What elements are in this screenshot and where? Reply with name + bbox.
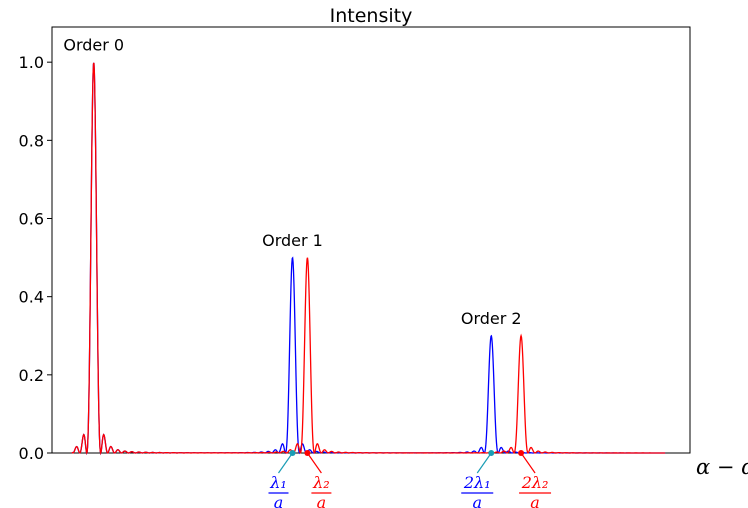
order-label: Order 0 — [63, 35, 124, 54]
fraction-denominator: a — [317, 493, 327, 508]
x-marker-dot — [518, 450, 525, 456]
x-marker-fraction: λ₂a — [311, 473, 332, 508]
annotation-layer: Order 0 Order 1 Order 2 — [63, 35, 521, 328]
plot-area — [51, 26, 691, 454]
fraction-numerator: λ₁ — [269, 473, 287, 492]
chart-title: Intensity — [330, 5, 413, 27]
y-axis-ticks: 0.0 0.2 0.4 0.6 0.8 1.0 — [19, 53, 52, 463]
y-tick-label: 0.6 — [19, 210, 44, 229]
axes-frame — [51, 26, 691, 454]
fraction-denominator: a — [530, 493, 540, 508]
y-tick-label: 0.8 — [19, 131, 44, 150]
x-marker-leader — [476, 452, 492, 474]
fraction-numerator: 2λ₁ — [463, 473, 491, 492]
x-marker-leader — [520, 452, 536, 474]
series-line-1 — [71, 62, 666, 456]
fraction-numerator: 2λ₂ — [521, 473, 549, 492]
x-marker-leader — [278, 452, 293, 474]
y-tick-label: 0.0 — [19, 444, 44, 463]
fraction-denominator: a — [274, 493, 284, 508]
order-label: Order 1 — [262, 231, 323, 250]
series-layer — [71, 62, 666, 456]
x-marker-leader — [306, 452, 322, 474]
x-axis-label: α − α0 — [696, 455, 748, 484]
x-marker-dot — [289, 450, 296, 456]
y-tick-label: 0.2 — [19, 366, 44, 385]
y-tick-label: 0.4 — [19, 288, 44, 307]
fraction-numerator: λ₂ — [312, 473, 330, 492]
order-label: Order 2 — [461, 309, 522, 328]
x-marker-fraction: λ₁a — [268, 473, 289, 508]
series-line-0 — [71, 62, 666, 456]
x-marker-dot — [488, 450, 495, 456]
fraction-denominator: a — [472, 493, 482, 508]
y-tick-label: 1.0 — [19, 53, 44, 72]
x-marker-dot — [304, 450, 311, 456]
